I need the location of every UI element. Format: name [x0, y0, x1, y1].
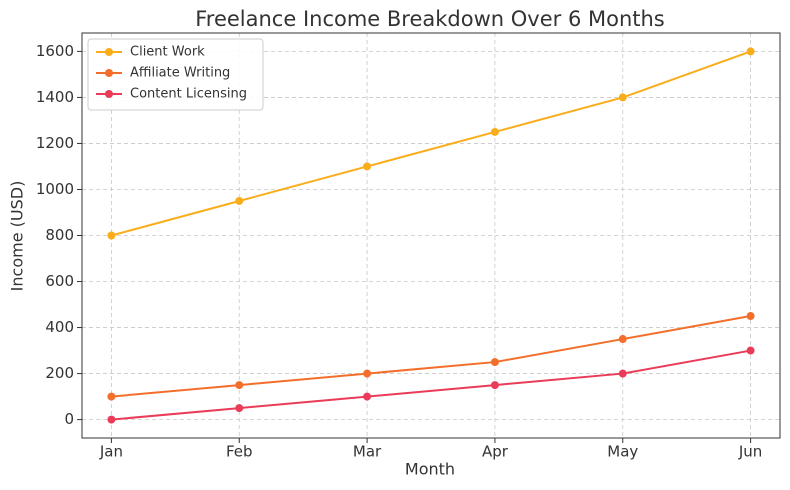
data-point: [235, 404, 244, 413]
y-tick-label: 1600: [36, 42, 74, 60]
data-point: [235, 381, 244, 390]
data-point: [746, 346, 755, 355]
data-point: [490, 381, 499, 390]
data-point: [746, 47, 755, 56]
legend-label: Content Licensing: [130, 87, 247, 102]
data-point: [746, 312, 755, 321]
data-point: [618, 93, 627, 102]
y-tick-label: 1400: [36, 88, 74, 106]
data-point: [490, 358, 499, 367]
data-point: [107, 231, 116, 240]
x-tick-label: Jan: [99, 443, 123, 461]
data-point: [618, 369, 627, 378]
series-line: [111, 349, 751, 421]
data-point: [490, 127, 499, 136]
y-axis-label: Income (USD): [8, 181, 27, 292]
data-point: [363, 162, 372, 171]
data-point: [618, 335, 627, 344]
y-tick-label: 800: [45, 226, 74, 244]
data-point: [363, 392, 372, 401]
y-tick-label: 0: [64, 410, 74, 428]
legend-marker: [105, 90, 113, 98]
x-tick-label: Mar: [353, 443, 382, 461]
legend-marker: [105, 48, 113, 56]
legend-label: Client Work: [130, 45, 205, 60]
plot-frame: [81, 32, 781, 439]
series-line: [111, 315, 751, 398]
data-point: [363, 369, 372, 378]
data-point: [107, 392, 116, 401]
chart-title: Freelance Income Breakdown Over 6 Months: [195, 7, 665, 31]
legend-label: Affiliate Writing: [130, 66, 230, 81]
x-tick-label: Apr: [482, 443, 509, 461]
data-point: [107, 415, 116, 424]
x-tick-label: Feb: [226, 443, 253, 461]
x-axis-label: Month: [405, 460, 455, 479]
y-tick-label: 600: [45, 272, 74, 290]
legend-box: [87, 38, 264, 111]
x-tick-label: May: [607, 443, 638, 461]
y-tick-label: 1200: [36, 134, 74, 152]
legend-marker: [105, 69, 113, 77]
y-tick-label: 1000: [36, 180, 74, 198]
x-tick-label: Jun: [738, 443, 762, 461]
series-line: [111, 50, 751, 237]
data-point: [235, 196, 244, 205]
y-tick-label: 400: [45, 318, 74, 336]
y-tick-label: 200: [45, 364, 74, 382]
